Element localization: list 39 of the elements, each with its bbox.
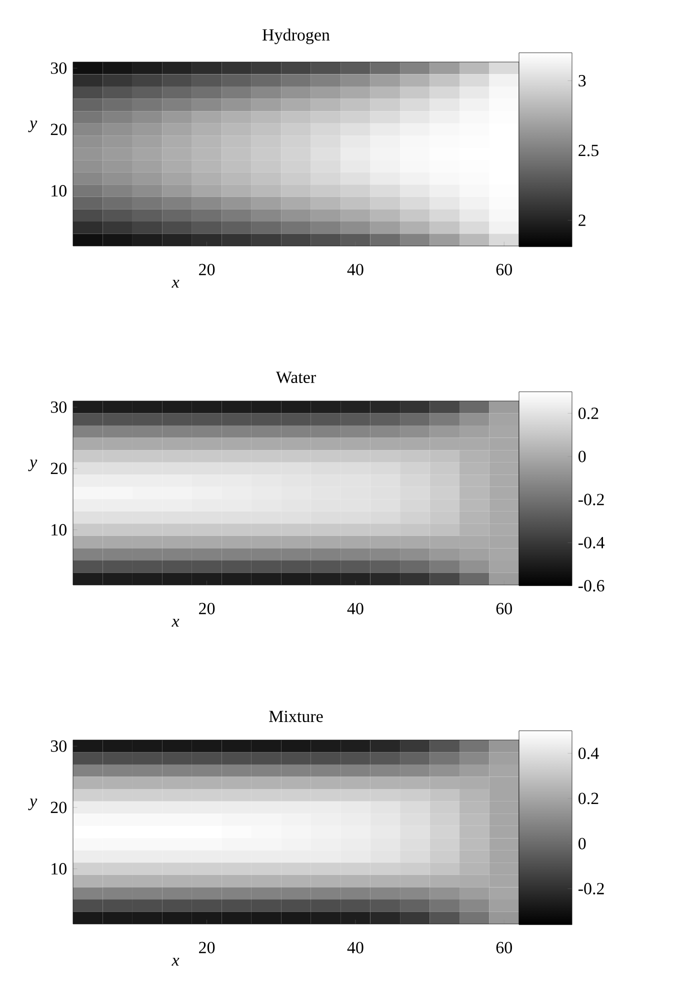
color-bar-label: 0.4 bbox=[578, 748, 599, 760]
x-axis-title: x bbox=[172, 958, 180, 966]
y-tick-label: 30 bbox=[50, 62, 66, 74]
y-tick-label: 30 bbox=[50, 401, 66, 413]
y-tick-label: 20 bbox=[50, 802, 66, 814]
color-bar-label: 3 bbox=[578, 75, 586, 86]
y-axis-title: y bbox=[28, 120, 38, 132]
y-axis-title: y bbox=[28, 798, 38, 810]
x-tick-label: 20 bbox=[199, 602, 215, 614]
chart-title: Water bbox=[276, 372, 316, 384]
x-tick-label: 20 bbox=[199, 942, 215, 954]
color-bar-label: -0.4 bbox=[578, 536, 605, 548]
color-bar-label: -0.2 bbox=[578, 882, 604, 894]
color-bar-label: 0.2 bbox=[578, 408, 598, 420]
x-tick-label: 60 bbox=[496, 264, 512, 276]
chart-title: Mixture bbox=[269, 710, 323, 722]
color-bar-label: 0 bbox=[578, 450, 586, 462]
y-tick-label: 20 bbox=[50, 462, 66, 474]
x-tick-label: 40 bbox=[347, 602, 364, 614]
y-tick-label: 10 bbox=[52, 185, 66, 197]
color-bar-label: -0.2 bbox=[578, 494, 604, 506]
color-bar-label: 0 bbox=[578, 838, 586, 850]
y-tick-label: 10 bbox=[52, 524, 66, 536]
x-tick-label: 40 bbox=[347, 942, 364, 954]
y-axis-title: y bbox=[28, 460, 38, 472]
y-tick-label: 20 bbox=[50, 124, 66, 136]
color-bar-label: 2.5 bbox=[578, 144, 598, 156]
x-tick-label: 20 bbox=[199, 264, 215, 276]
y-tick-label: 30 bbox=[50, 740, 66, 752]
x-tick-label: 60 bbox=[496, 942, 512, 954]
chart-title: Hydrogen bbox=[262, 28, 330, 44]
x-axis-title: x bbox=[172, 280, 180, 288]
y-tick-label: 10 bbox=[52, 863, 66, 875]
x-tick-label: 60 bbox=[496, 602, 512, 614]
color-bar-label: 2 bbox=[578, 214, 586, 226]
x-axis-title: x bbox=[172, 618, 180, 627]
color-bar-label: -0.6 bbox=[578, 580, 604, 592]
color-bar-label: 0.2 bbox=[578, 792, 598, 804]
x-tick-label: 40 bbox=[347, 264, 364, 276]
